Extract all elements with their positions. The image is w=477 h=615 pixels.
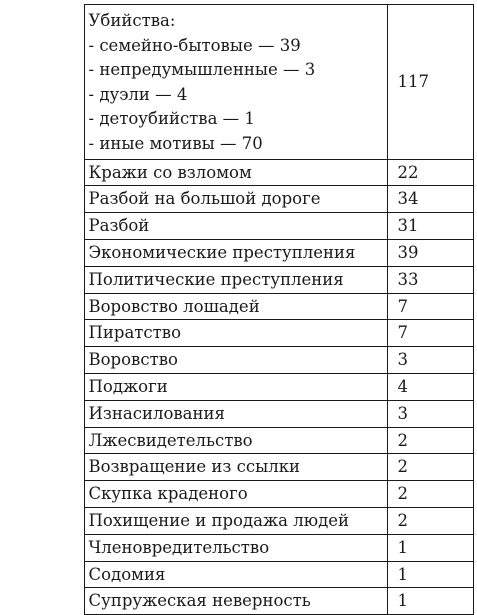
- table-row-murders: Убийства: - семейно-бытовые — 39 - непре…: [4, 4, 474, 160]
- blank-cell: [4, 480, 85, 508]
- table-row: Скупка краденого 2: [4, 480, 474, 508]
- blank-cell: [4, 159, 85, 186]
- table-row: Экономические преступления 39: [4, 238, 474, 267]
- crime-count-cell: 34: [386, 185, 474, 214]
- crime-count-cell: 2: [386, 426, 474, 455]
- blank-cell: [4, 293, 85, 320]
- crimes-table-body: Убийства: - семейно-бытовые — 39 - непре…: [4, 4, 474, 615]
- crime-name-cell: Воровство лошадей: [83, 292, 388, 321]
- crime-name-cell: Скупка краденого: [83, 480, 388, 508]
- table-row: Разбой 31: [4, 212, 474, 240]
- crime-name-cell: Политические преступления: [83, 265, 388, 294]
- crime-name-cell: Разбой: [83, 212, 388, 240]
- crime-name-cell: Членовредительство: [83, 533, 388, 562]
- table-row: Похищение и продажа людей 2: [4, 506, 474, 535]
- blank-cell: [4, 346, 85, 374]
- crime-name-cell: Пиратство: [83, 319, 388, 348]
- crime-name-cell: Экономические преступления: [83, 238, 388, 267]
- crime-subitem: - детоубийства — 1: [88, 109, 255, 129]
- crime-count-cell: 3: [386, 346, 474, 374]
- crime-count-cell: 7: [386, 292, 474, 321]
- crime-count-cell: 39: [386, 238, 474, 267]
- table-row: Супружеская неверность 1: [4, 587, 474, 615]
- table-row: Кражи со взломом 22: [4, 158, 474, 187]
- crime-count-cell: 7: [386, 319, 474, 348]
- crime-name-cell: Кражи со взломом: [83, 158, 388, 187]
- table-row: Пиратство 7: [4, 319, 474, 348]
- crime-count-cell: 2: [386, 480, 474, 508]
- blank-cell: [4, 400, 85, 428]
- blank-cell: [4, 534, 85, 562]
- crime-name-cell: Возвращение из ссылки: [83, 453, 388, 482]
- table-row: Содомия 1: [4, 560, 474, 589]
- crime-count-cell: 33: [386, 265, 474, 294]
- crime-count-cell: 2: [386, 506, 474, 535]
- crime-name-cell: Похищение и продажа людей: [83, 506, 388, 535]
- table-row: Членовредительство 1: [4, 533, 474, 562]
- blank-cell: [4, 4, 85, 160]
- blank-cell: [4, 266, 85, 294]
- crime-count-cell: 1: [386, 533, 474, 562]
- crime-count-cell: 4: [386, 372, 474, 401]
- blank-cell: [4, 453, 85, 481]
- crime-count-cell: 3: [386, 399, 474, 428]
- table-row: Лжесвидетельство 2: [4, 426, 474, 455]
- crime-subitem: - непредумышленные — 3: [88, 60, 316, 80]
- crime-name-cell: Убийства: - семейно-бытовые — 39 - непре…: [83, 4, 388, 160]
- table-row: Изнасилования 3: [4, 399, 474, 428]
- crime-count-cell: 22: [386, 158, 474, 187]
- blank-cell: [4, 427, 85, 454]
- crime-count-cell: 117: [386, 4, 474, 160]
- crime-subitem: - дуэли — 4: [88, 84, 188, 104]
- crime-heading: Убийства:: [88, 11, 176, 30]
- blank-cell: [4, 373, 85, 401]
- blank-cell: [4, 507, 85, 535]
- blank-cell: [4, 185, 85, 213]
- crime-name-cell: Воровство: [83, 346, 388, 374]
- blank-cell: [4, 212, 85, 240]
- crime-count-cell: 1: [386, 560, 474, 589]
- crime-name-cell: Супружеская неверность: [83, 587, 388, 615]
- crime-count-cell: 31: [386, 212, 474, 240]
- blank-cell: [4, 587, 85, 615]
- crime-count-cell: 1: [386, 587, 474, 615]
- crime-name-cell: Поджоги: [83, 372, 388, 401]
- crime-subitem: - семейно-бытовые — 39: [88, 35, 301, 55]
- crime-name-cell: Разбой на большой дороге: [83, 185, 388, 214]
- blank-cell: [4, 561, 85, 588]
- crimes-table: Убийства: - семейно-бытовые — 39 - непре…: [4, 4, 474, 615]
- table-row: Поджоги 4: [4, 372, 474, 401]
- crime-subitem: - иные мотивы — 70: [88, 133, 263, 153]
- crime-name-cell: Лжесвидетельство: [83, 426, 388, 455]
- crime-name-cell: Изнасилования: [83, 399, 388, 428]
- blank-cell: [4, 239, 85, 267]
- table-row: Разбой на большой дороге 34: [4, 185, 474, 214]
- table-row: Возвращение из ссылки 2: [4, 453, 474, 482]
- table-row: Политические преступления 33: [4, 265, 474, 294]
- blank-cell: [4, 319, 85, 347]
- table-row: Воровство 3: [4, 346, 474, 374]
- table-row: Воровство лошадей 7: [4, 292, 474, 321]
- crime-name-cell: Содомия: [83, 560, 388, 589]
- crime-count-cell: 2: [386, 453, 474, 482]
